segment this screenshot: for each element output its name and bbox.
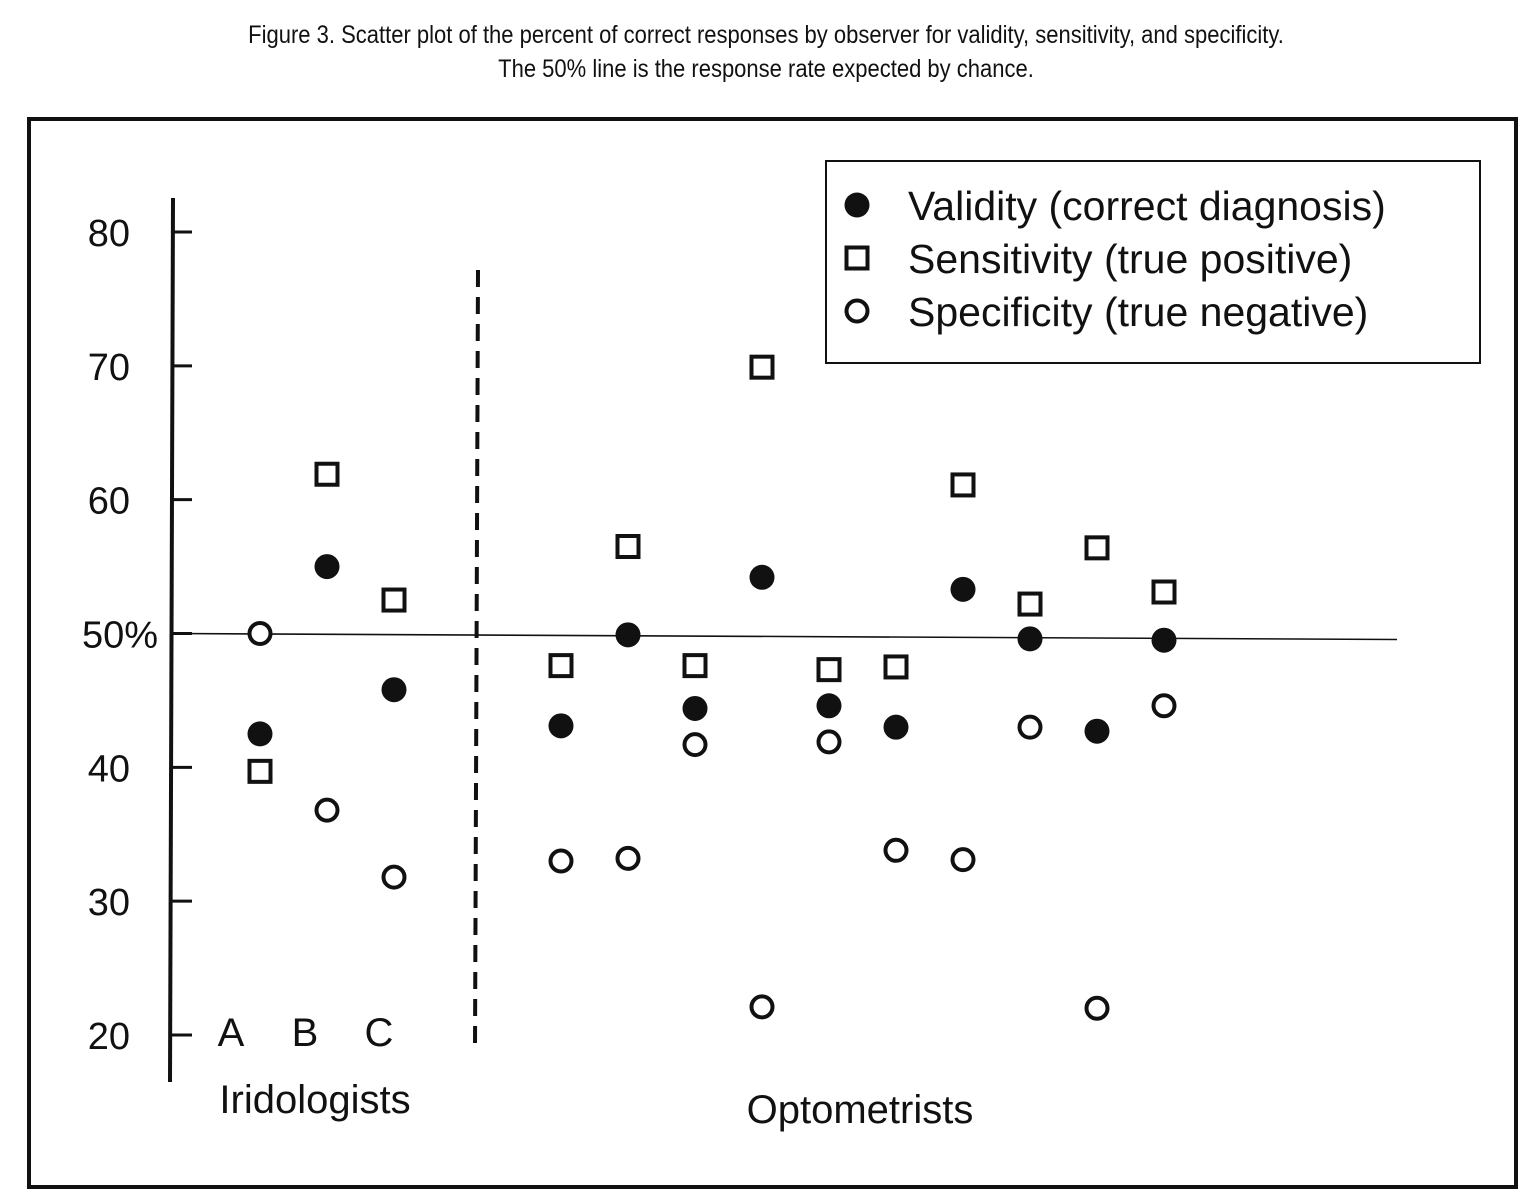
y-axis-line xyxy=(168,197,175,1083)
specificity-point xyxy=(682,732,708,758)
caption-line-2: The 50% line is the response rate expect… xyxy=(498,55,1034,83)
specificity-point xyxy=(883,837,909,863)
legend-marker xyxy=(844,192,870,218)
observer-label: B xyxy=(292,1011,319,1055)
legend-marker xyxy=(844,298,870,324)
validity-point xyxy=(247,721,273,747)
chance-reference-line xyxy=(172,632,1398,641)
y-tick-label: 50% xyxy=(82,615,158,657)
validity-point xyxy=(548,713,574,739)
sensitivity-point xyxy=(1084,535,1110,561)
chart-frame xyxy=(27,117,1518,1189)
sensitivity-point xyxy=(314,461,340,487)
legend: Validity (correct diagnosis) Sensitivity … xyxy=(825,160,1481,364)
sensitivity-point xyxy=(548,653,574,679)
specificity-point xyxy=(615,845,641,871)
sensitivity-point xyxy=(749,354,775,380)
legend-box xyxy=(825,160,1481,364)
validity-point xyxy=(749,564,775,590)
validity-point xyxy=(1084,718,1110,744)
sensitivity-point xyxy=(883,654,909,680)
reference-line-layer xyxy=(172,632,1398,641)
validity-point xyxy=(1151,627,1177,653)
specificity-point xyxy=(314,797,340,823)
y-axis: 20 30 40 50% 60 70 80 xyxy=(82,197,192,1083)
sensitivity-point xyxy=(381,587,407,613)
legend-label: Validity (correct diagnosis) xyxy=(908,183,1386,229)
validity-point xyxy=(950,576,976,602)
y-tick-label: 70 xyxy=(88,347,130,389)
validity-point xyxy=(816,693,842,719)
sensitivity-point xyxy=(682,653,708,679)
validity-point xyxy=(615,622,641,648)
y-tick-label: 80 xyxy=(88,213,130,255)
legend-label: Sensitivity (true positive) xyxy=(908,236,1352,282)
specificity-point xyxy=(816,729,842,755)
specificity-point xyxy=(1017,714,1043,740)
legend-marker xyxy=(844,245,870,271)
sensitivity-point xyxy=(1151,579,1177,605)
validity-point xyxy=(314,554,340,580)
validity-point xyxy=(381,677,407,703)
sensitivity-point xyxy=(816,657,842,683)
legend-label: Specificity (true negative) xyxy=(908,289,1368,335)
data-points xyxy=(247,354,1177,1021)
specificity-point xyxy=(1151,693,1177,719)
validity-point xyxy=(682,695,708,721)
specificity-point xyxy=(381,864,407,890)
figure-caption: Figure 3. Scatter plot of the percent of… xyxy=(92,18,1440,86)
group-labels: A B C Iridologists Optometrists xyxy=(218,1011,974,1132)
sensitivity-point xyxy=(1017,591,1043,617)
specificity-point xyxy=(1084,995,1110,1021)
sensitivity-point xyxy=(247,758,273,784)
group-label-iridologists: Iridologists xyxy=(219,1078,410,1122)
observer-label: A xyxy=(218,1011,245,1055)
group-label-optometrists: Optometrists xyxy=(747,1088,974,1132)
specificity-point xyxy=(950,847,976,873)
sensitivity-point xyxy=(615,534,641,560)
observer-label: C xyxy=(365,1011,394,1055)
y-tick-label: 30 xyxy=(88,882,130,924)
y-tick-label: 40 xyxy=(88,748,130,790)
specificity-point xyxy=(749,994,775,1020)
specificity-point xyxy=(247,621,273,646)
caption-line-1: Figure 3. Scatter plot of the percent of… xyxy=(248,21,1284,49)
specificity-point xyxy=(548,848,574,874)
validity-point xyxy=(883,714,909,740)
sensitivity-point xyxy=(950,472,976,498)
group-divider xyxy=(473,269,480,1048)
validity-point xyxy=(1017,626,1043,652)
y-tick-label: 20 xyxy=(88,1016,130,1058)
y-tick-label: 60 xyxy=(88,481,130,523)
group-divider-layer xyxy=(473,269,480,1048)
